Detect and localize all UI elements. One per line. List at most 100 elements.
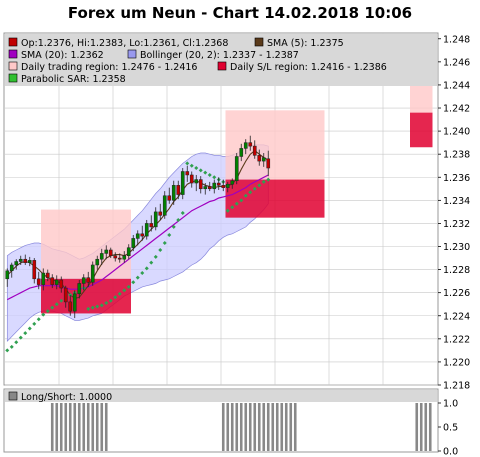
longshort-swatch [8,391,18,401]
longshort-bar [280,403,284,451]
sar-point [113,295,118,300]
longshort-bar [226,403,230,451]
candle-body [122,255,127,260]
chart-title: Forex um Neun - Chart 14.02.2018 10:06 [67,4,413,22]
daily-sl-region [410,112,433,148]
sar-point [167,232,172,237]
longshort-bar [235,403,239,451]
sar-point [45,309,50,314]
longshort-bar [82,403,86,451]
legend-label-ohlc: Op:1.2376, Hi:1.2383, Lo:1.2361, Cl:1.23… [21,38,228,49]
y-tick-label: 1.230 [443,242,470,253]
y-tick-label: 1.248 [443,34,470,45]
sma20-line [7,174,269,301]
longshort-bar [55,403,59,451]
sar-point [14,340,19,345]
sar-point [9,344,14,349]
candle-body [9,264,14,271]
longshort-bar [100,403,104,451]
candle-body [180,171,185,195]
sar-point [32,321,37,326]
longshort-bar [257,403,261,451]
legend-swatch-sma5 [254,37,264,47]
candle-body [239,148,244,157]
y-tick-label: 1.232 [443,219,470,230]
sar-point [131,280,136,285]
candle-body [27,260,32,263]
candles [5,135,271,319]
legend-swatch-sma20 [8,49,18,59]
sar-point [185,161,190,166]
sar-point [239,198,244,203]
candle-body [225,183,230,188]
sar-point [18,335,23,340]
candle-body [194,179,199,184]
longshort-bar [77,403,81,451]
legend-label-bollinger: Bollinger (20, 2): 1.2337 - 1.2387 [140,50,299,61]
sar-point [158,247,163,252]
candle-body [63,287,68,303]
longshort-legend: Long/Short: 1.0000 [21,392,112,403]
longshort-bar [271,403,275,451]
y-tick-label: 1.244 [443,80,470,91]
candle-body [5,270,10,280]
sar-point [140,271,145,276]
sar-point [194,166,199,171]
longshort-bar [91,403,95,451]
longshort-bar [284,403,288,451]
sar-point [149,260,154,265]
sar-point [90,305,95,310]
ls-tick-label: 1.0 [443,399,458,410]
sar-point [135,275,140,280]
sar-point [95,304,100,309]
candle-body [72,293,77,312]
y-tick-label: 1.218 [443,381,470,392]
longshort-bars [50,403,432,451]
legend-swatch-daily_sl [217,61,227,71]
candle-body [171,185,176,201]
sar-point [230,205,235,210]
candle-body [117,257,122,260]
candle-body [81,277,86,284]
candle-body [243,142,248,149]
longshort-bar [68,403,72,451]
candle-body [167,195,172,201]
candle-body [257,155,262,162]
candle-body [18,258,23,262]
longshort-bar [50,403,54,451]
longshort-bar [221,403,225,451]
candle-body [230,180,235,185]
sar-point [41,312,46,317]
sar-point [162,241,167,246]
sar-point [104,301,109,306]
sar-point [122,288,127,293]
y-axis-ticks: 1.218 1.220 1.222 1.224 1.226 1.228 1.230 1.232… [438,34,470,392]
y-tick-label: 1.220 [443,357,470,368]
candle-body [90,264,95,283]
y-tick-label: 1.242 [443,104,470,115]
legend-label-sma20: SMA (20): 1.2362 [21,50,104,61]
longshort-bar [230,403,234,451]
sar-point [198,168,203,173]
candle-body [252,145,257,156]
candle-body [108,249,113,256]
candle-body [144,223,149,237]
candle-body [41,272,46,285]
sar-point [225,208,230,213]
candle-body [189,174,194,184]
candle-body [104,249,109,254]
sar-point [266,177,271,182]
longshort-bar [424,403,428,451]
longshort-bar [266,403,270,451]
legend-label-sma5: SMA (5): 1.2375 [267,38,344,49]
sar-point [180,211,185,216]
sar-point [117,291,122,296]
legend: Op:1.2376, Hi:1.2383, Lo:1.2361, Cl:1.23… [8,37,387,85]
candle-body [162,195,167,216]
sar-point [212,175,217,180]
sar-point [36,317,41,322]
candle-body [59,279,64,289]
daily-sl-region [41,278,131,314]
sar-point [171,224,176,229]
